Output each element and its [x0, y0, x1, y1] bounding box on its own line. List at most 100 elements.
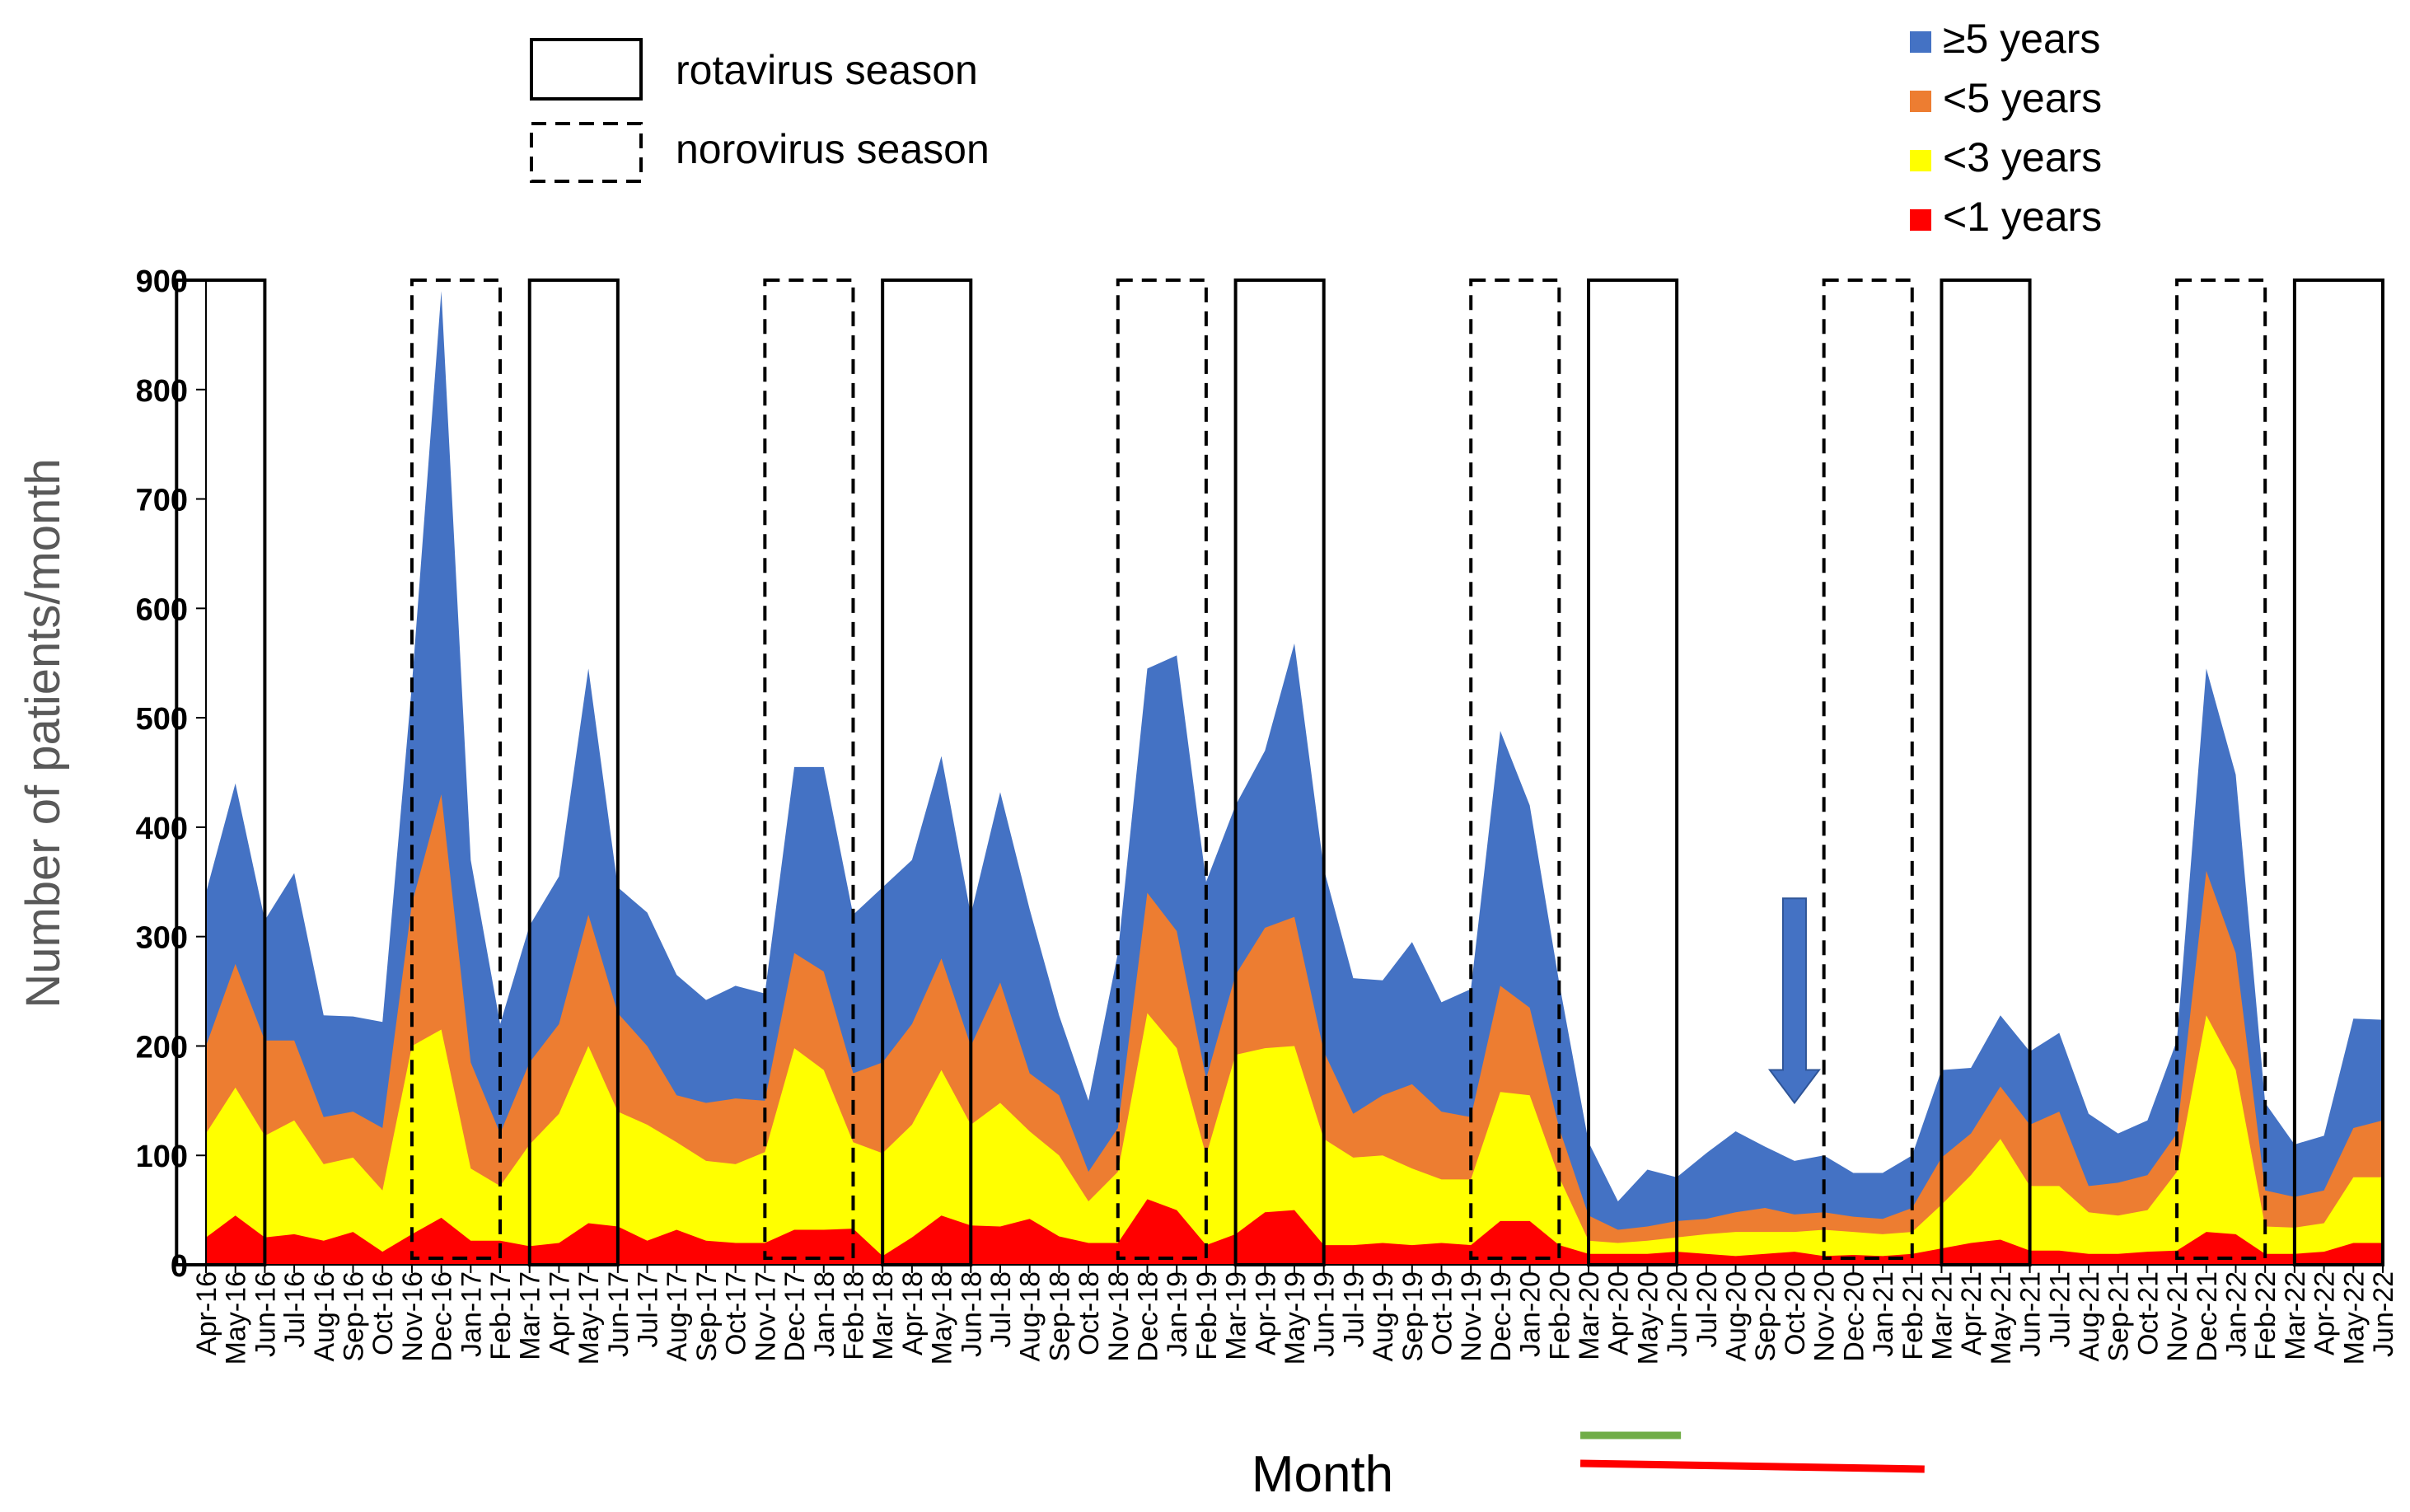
y-tick-label: 400	[136, 812, 188, 846]
x-tick-label: Sep-17	[691, 1271, 723, 1362]
x-tick-label: Feb-17	[485, 1271, 517, 1360]
x-tick-label: Jul-18	[985, 1271, 1017, 1348]
x-tick-label: Jun-17	[603, 1271, 634, 1357]
x-tick-label: Feb-20	[1544, 1271, 1575, 1360]
x-tick-label: Oct-16	[367, 1271, 399, 1355]
x-tick-label: May-22	[2338, 1271, 2370, 1365]
x-tick-label: Sep-20	[1750, 1271, 1781, 1362]
x-tick-label: Mar-20	[1574, 1271, 1605, 1360]
x-tick-label: Apr-17	[544, 1271, 575, 1355]
y-tick-label: 600	[136, 592, 188, 627]
norovirus-season-box	[2175, 279, 2267, 1260]
x-tick-label: Apr-19	[1250, 1271, 1281, 1355]
x-tick-label: Jun-20	[1662, 1271, 1693, 1357]
x-tick-label: Nov-17	[750, 1271, 781, 1362]
y-tick-label: 0	[171, 1249, 188, 1284]
series-legend-swatch	[1910, 150, 1931, 171]
x-tick-label: Jul-17	[633, 1271, 664, 1348]
x-tick-label: Aug-21	[2074, 1271, 2105, 1362]
x-tick-label: Sep-18	[1044, 1271, 1075, 1362]
norovirus-season-box	[1469, 279, 1561, 1260]
y-tick-label: 200	[136, 1030, 188, 1065]
series-legend-swatch	[1910, 31, 1931, 53]
x-tick-label: Nov-21	[2162, 1271, 2193, 1362]
x-tick-label: May-20	[1632, 1271, 1664, 1365]
x-tick-label: Dec-19	[1486, 1271, 1517, 1362]
x-tick-label: Mar-22	[2280, 1271, 2311, 1360]
x-tick-label: Sep-16	[339, 1271, 370, 1362]
x-tick-label: Jun-19	[1309, 1271, 1341, 1357]
x-tick-label: Feb-21	[1898, 1271, 1929, 1360]
y-tick-label: 100	[136, 1140, 188, 1174]
x-tick-label: Jun-21	[2015, 1271, 2047, 1357]
norovirus-season-box	[763, 279, 855, 1260]
x-tick-label: Dec-17	[779, 1271, 811, 1362]
y-tick-label: 500	[136, 702, 188, 737]
x-tick-label: Jan-22	[2220, 1271, 2252, 1357]
norovirus-season-box	[1116, 279, 1208, 1260]
area-series-3	[206, 1199, 2383, 1265]
x-tick-label: Feb-18	[838, 1271, 869, 1360]
x-tick-label: Mar-19	[1221, 1271, 1252, 1360]
x-tick-label: Aug-16	[309, 1271, 340, 1362]
x-tick-label: Jan-19	[1162, 1271, 1193, 1357]
series-legend-label: ≥5 years	[1943, 16, 2100, 62]
x-tick-label: May-16	[221, 1271, 252, 1365]
red-period-line	[1579, 1459, 1925, 1473]
x-tick-label: Nov-18	[1103, 1271, 1135, 1362]
x-tick-label: Aug-20	[1721, 1271, 1753, 1362]
y-tick-label: 700	[136, 484, 188, 518]
season-legend: rotavirus season norovirus season	[530, 38, 990, 183]
x-tick-label: Jun-16	[250, 1271, 281, 1357]
x-tick-label: Dec-21	[2192, 1271, 2223, 1362]
x-tick-label: Oct-20	[1780, 1271, 1811, 1355]
x-tick-label: Jul-21	[2044, 1271, 2075, 1348]
series-legend-label: <1 years	[1943, 194, 2102, 240]
areas-layer	[206, 291, 2383, 1265]
x-tick-label: Dec-18	[1132, 1271, 1163, 1362]
x-tick-label: Oct-17	[721, 1271, 752, 1355]
x-tick-label: Dec-20	[1838, 1271, 1870, 1362]
annotations-layer	[1579, 897, 1925, 1473]
x-tick-label: Dec-16	[427, 1271, 458, 1362]
x-tick-label: Aug-19	[1368, 1271, 1399, 1362]
series-legend-label: <3 years	[1943, 134, 2102, 180]
x-tick-label: Oct-21	[2132, 1271, 2164, 1355]
series-legend-swatch	[1910, 91, 1931, 112]
x-tick-label: Jun-22	[2368, 1271, 2399, 1357]
norovirus-season-box	[1822, 279, 1914, 1260]
x-tick-label: Sep-21	[2103, 1271, 2135, 1362]
x-tick-label: Jul-19	[1338, 1271, 1369, 1348]
x-axis-label: Month	[1252, 1446, 1393, 1503]
area-series-1	[206, 794, 2383, 1265]
x-tick-label: May-21	[1986, 1271, 2017, 1365]
y-tick-label: 300	[136, 921, 188, 956]
x-tick-label: Jul-16	[279, 1271, 311, 1348]
area-series-0	[206, 291, 2383, 1265]
x-tick-label: Jul-20	[1692, 1271, 1723, 1348]
x-tick-label: Mar-18	[868, 1271, 899, 1360]
rotavirus-legend-label: rotavirus season	[676, 47, 978, 93]
x-tick-label: Mar-21	[1926, 1271, 1958, 1360]
x-tick-label: Aug-18	[1015, 1271, 1046, 1362]
x-tick-label: Jan-17	[456, 1271, 487, 1357]
x-tick-label: Apr-21	[1956, 1271, 1987, 1355]
x-tick-label: Feb-22	[2250, 1271, 2281, 1360]
ticks-layer: 0 100 200 300 400 500 600 700 800 900 Apr-16May-16…	[136, 264, 2399, 1365]
x-tick-label: Apr-20	[1603, 1271, 1635, 1355]
x-tick-label: Jan-21	[1868, 1271, 1899, 1357]
x-tick-label: Aug-17	[662, 1271, 693, 1362]
x-tick-label: Nov-20	[1809, 1271, 1841, 1362]
x-tick-label: Nov-19	[1456, 1271, 1487, 1362]
x-tick-label: Jan-18	[809, 1271, 840, 1357]
series-legend: ≥5 years <5 years <3 years <1 years	[1910, 16, 2102, 240]
area-series-2	[206, 1013, 2383, 1265]
x-tick-label: Mar-17	[515, 1271, 546, 1360]
x-tick-label: Apr-18	[897, 1271, 929, 1355]
y-tick-label: 800	[136, 374, 188, 409]
x-tick-label: Oct-19	[1427, 1271, 1458, 1355]
x-tick-label: May-19	[1280, 1271, 1311, 1365]
x-tick-label: Oct-18	[1074, 1271, 1105, 1355]
